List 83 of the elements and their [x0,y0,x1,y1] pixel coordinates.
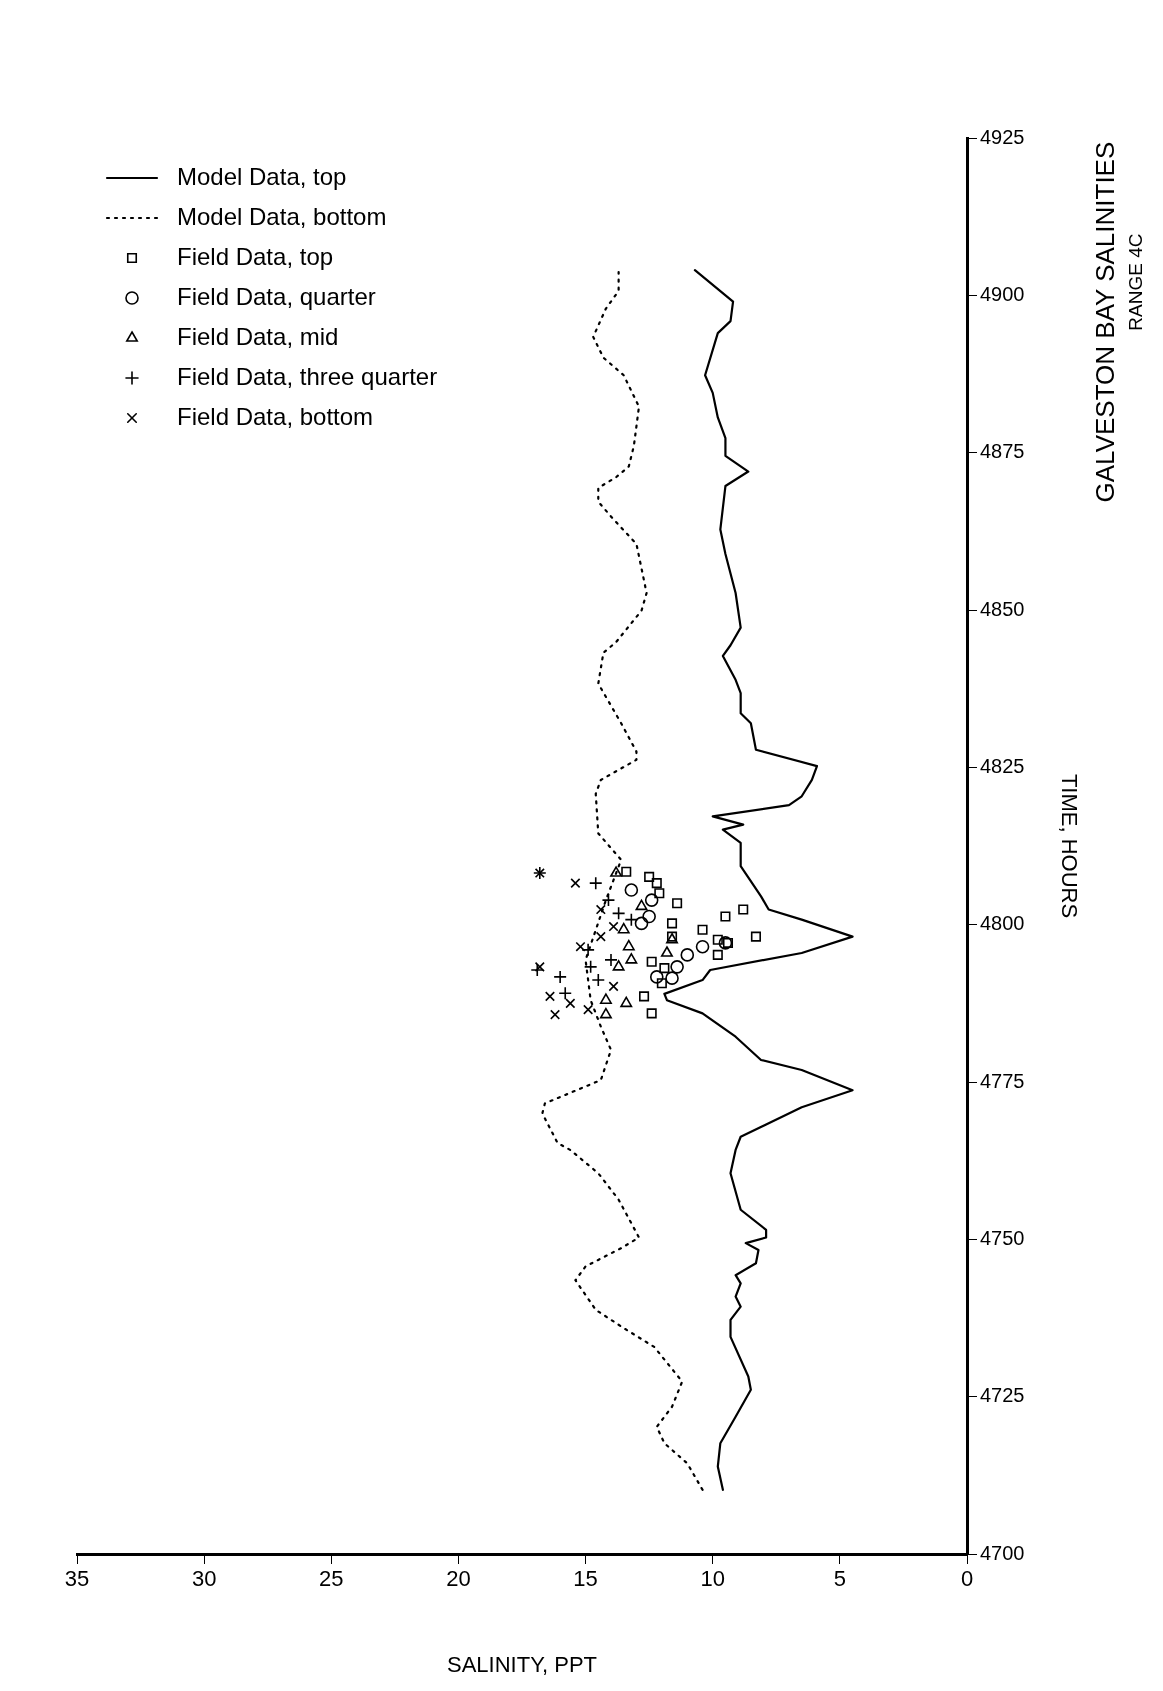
point [665,971,679,985]
text: RANGE 4C [1125,233,1147,331]
x-tick-label: 35 [64,1566,90,1592]
x-tick-label: 15 [573,1566,598,1592]
point [634,916,649,931]
point [612,960,625,971]
legend-label: Model Data, bottom [177,202,387,230]
point [718,936,733,950]
x-tick-label: 20 [446,1566,471,1592]
legend-label: Field Data, three quarter [177,362,438,390]
x-tick-label: 0 [960,1566,974,1592]
point [722,937,734,948]
point [720,911,731,922]
point [646,1008,657,1019]
y-tick-label: 4800 [980,912,1025,935]
x-tick-label: 5 [833,1566,846,1592]
legend-label: Field Data, quarter [177,282,376,310]
point [534,961,545,972]
point [659,963,670,974]
point [639,991,650,1002]
legend-label: Field Data, top [177,242,334,270]
point [588,876,603,890]
point [750,931,761,942]
point [617,922,630,934]
point [575,941,586,952]
point [670,960,684,974]
point [712,934,723,945]
point [642,909,656,924]
y-tick-label: 4750 [980,1226,1025,1249]
x-tick-label: 25 [319,1566,344,1592]
point [583,1004,594,1015]
y-axis-title: TIME, HOURS [1056,773,1082,919]
point [544,991,556,1002]
x-axis-title: SALINITY, PPT [447,1651,597,1677]
point [649,970,664,984]
y-tick-label: 4900 [980,282,1025,305]
line-series [541,270,704,1491]
y-tick-label: 4925 [980,125,1025,148]
y-tick-label: 4725 [980,1384,1025,1407]
point [620,996,633,1008]
point [646,956,657,967]
point [599,1007,612,1019]
x-tick-label: 10 [700,1566,725,1592]
point [591,973,606,987]
y-tick-label: 4875 [980,440,1025,463]
point [608,981,619,992]
point [570,878,581,889]
text: GALVESTON BAY SALINITIES [1090,141,1121,503]
y-tick-label: 4850 [980,597,1025,620]
point [608,921,619,932]
point [635,899,648,911]
legend-label: Model Data, top [177,162,347,190]
y-tick-label: 4825 [980,754,1025,777]
point [651,878,662,889]
point [644,893,659,907]
x-tick-label: 30 [191,1566,217,1592]
point [680,948,695,962]
point [595,904,606,915]
point [622,939,635,951]
point [599,993,612,1004]
point [712,949,723,960]
point [697,924,708,935]
point [695,939,710,954]
point [611,906,626,921]
legend-label: Field Data, mid [177,322,339,350]
point [672,898,683,909]
point [660,946,673,957]
point [583,960,598,974]
point [654,888,665,899]
point [624,912,639,927]
point [621,866,632,877]
point [656,978,667,989]
legend-label: Field Data, bottom [177,402,374,430]
y-tick-label: 4775 [980,1069,1025,1092]
point [550,1009,561,1020]
point [625,953,638,964]
y-tick-label: 4700 [980,1541,1025,1564]
point [624,883,639,897]
point [738,904,749,915]
point [644,871,655,882]
point [610,866,623,877]
point [666,918,678,929]
point [595,931,606,942]
